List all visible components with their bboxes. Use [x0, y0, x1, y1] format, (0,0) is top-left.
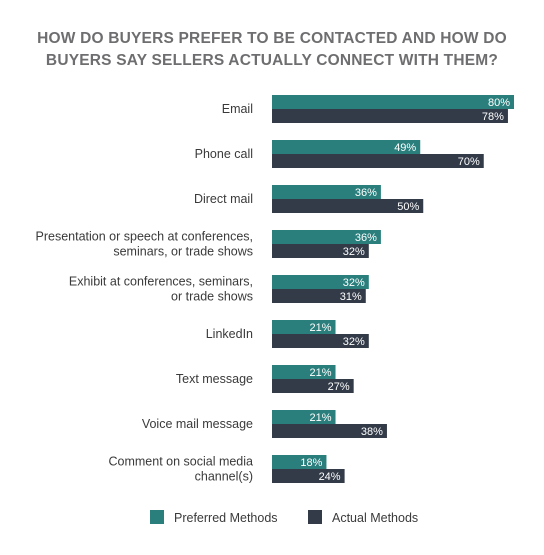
category-label-2: Direct mail: [194, 192, 253, 206]
legend-label-actual: Actual Methods: [332, 511, 418, 525]
category-label-5: LinkedIn: [206, 327, 253, 341]
bar-actual-1: [272, 154, 484, 168]
category-label-4-line-1: Exhibit at conferences, seminars,: [69, 275, 253, 289]
bar-actual-8: [272, 469, 345, 483]
bar-value-label-actual-5: 32%: [343, 336, 365, 348]
bar-value-label-actual-3: 32%: [343, 246, 365, 258]
bar-actual-0: [272, 109, 508, 123]
bar-actual-4: [272, 289, 366, 303]
bar-value-label-preferred-4: 32%: [343, 277, 365, 289]
bar-value-label-actual-0: 78%: [482, 111, 504, 123]
category-label-3-line-1: Presentation or speech at conferences,: [36, 230, 254, 244]
bar-value-label-preferred-7: 21%: [309, 412, 331, 424]
bar-value-label-preferred-1: 49%: [394, 142, 416, 154]
chart-title: HOW DO BUYERS PREFER TO BE CONTACTED AND…: [0, 28, 544, 72]
bar-value-label-actual-2: 50%: [397, 201, 419, 213]
category-label-0: Email: [222, 102, 253, 116]
category-label-8-line-1: Comment on social media: [108, 455, 253, 469]
legend-swatch-actual: [308, 510, 322, 524]
bar-value-label-preferred-2: 36%: [355, 187, 377, 199]
bar-actual-5: [272, 334, 369, 348]
bar-preferred-5: [272, 320, 336, 334]
bar-preferred-6: [272, 365, 336, 379]
category-label-1: Phone call: [195, 147, 253, 161]
category-label-3-line-2: seminars, or trade shows: [113, 245, 253, 259]
bar-preferred-7: [272, 410, 336, 424]
bar-preferred-8: [272, 455, 327, 469]
bar-value-label-preferred-8: 18%: [300, 457, 322, 469]
bar-value-label-preferred-5: 21%: [309, 322, 331, 334]
bar-preferred-1: [272, 140, 421, 154]
bar-actual-2: [272, 199, 424, 213]
category-label-4-line-2: or trade shows: [171, 290, 253, 304]
bar-value-label-preferred-0: 80%: [488, 97, 510, 109]
chart-title-line-1: HOW DO BUYERS PREFER TO BE CONTACTED AND…: [37, 30, 507, 47]
bar-preferred-4: [272, 275, 369, 289]
bar-value-label-actual-1: 70%: [458, 156, 480, 168]
category-label-6: Text message: [176, 372, 253, 386]
bar-value-label-preferred-3: 36%: [355, 232, 377, 244]
bar-value-label-actual-7: 38%: [361, 426, 383, 438]
category-label-7: Voice mail message: [142, 417, 253, 431]
category-label-8-line-2: channel(s): [195, 470, 253, 484]
legend-label-preferred: Preferred Methods: [174, 511, 278, 525]
bar-actual-3: [272, 244, 369, 258]
chart-title-line-2: BUYERS SAY SELLERS ACTUALLY CONNECT WITH…: [45, 52, 499, 69]
bar-value-label-actual-8: 24%: [319, 471, 341, 483]
bar-value-label-actual-4: 31%: [340, 291, 362, 303]
bar-value-label-preferred-6: 21%: [309, 367, 331, 379]
bar-actual-7: [272, 424, 387, 438]
bar-value-label-actual-6: 27%: [328, 381, 350, 393]
bar-preferred-2: [272, 185, 381, 199]
bar-actual-6: [272, 379, 354, 393]
bar-preferred-3: [272, 230, 381, 244]
bar-preferred-0: [272, 95, 514, 109]
legend-swatch-preferred: [150, 510, 164, 524]
